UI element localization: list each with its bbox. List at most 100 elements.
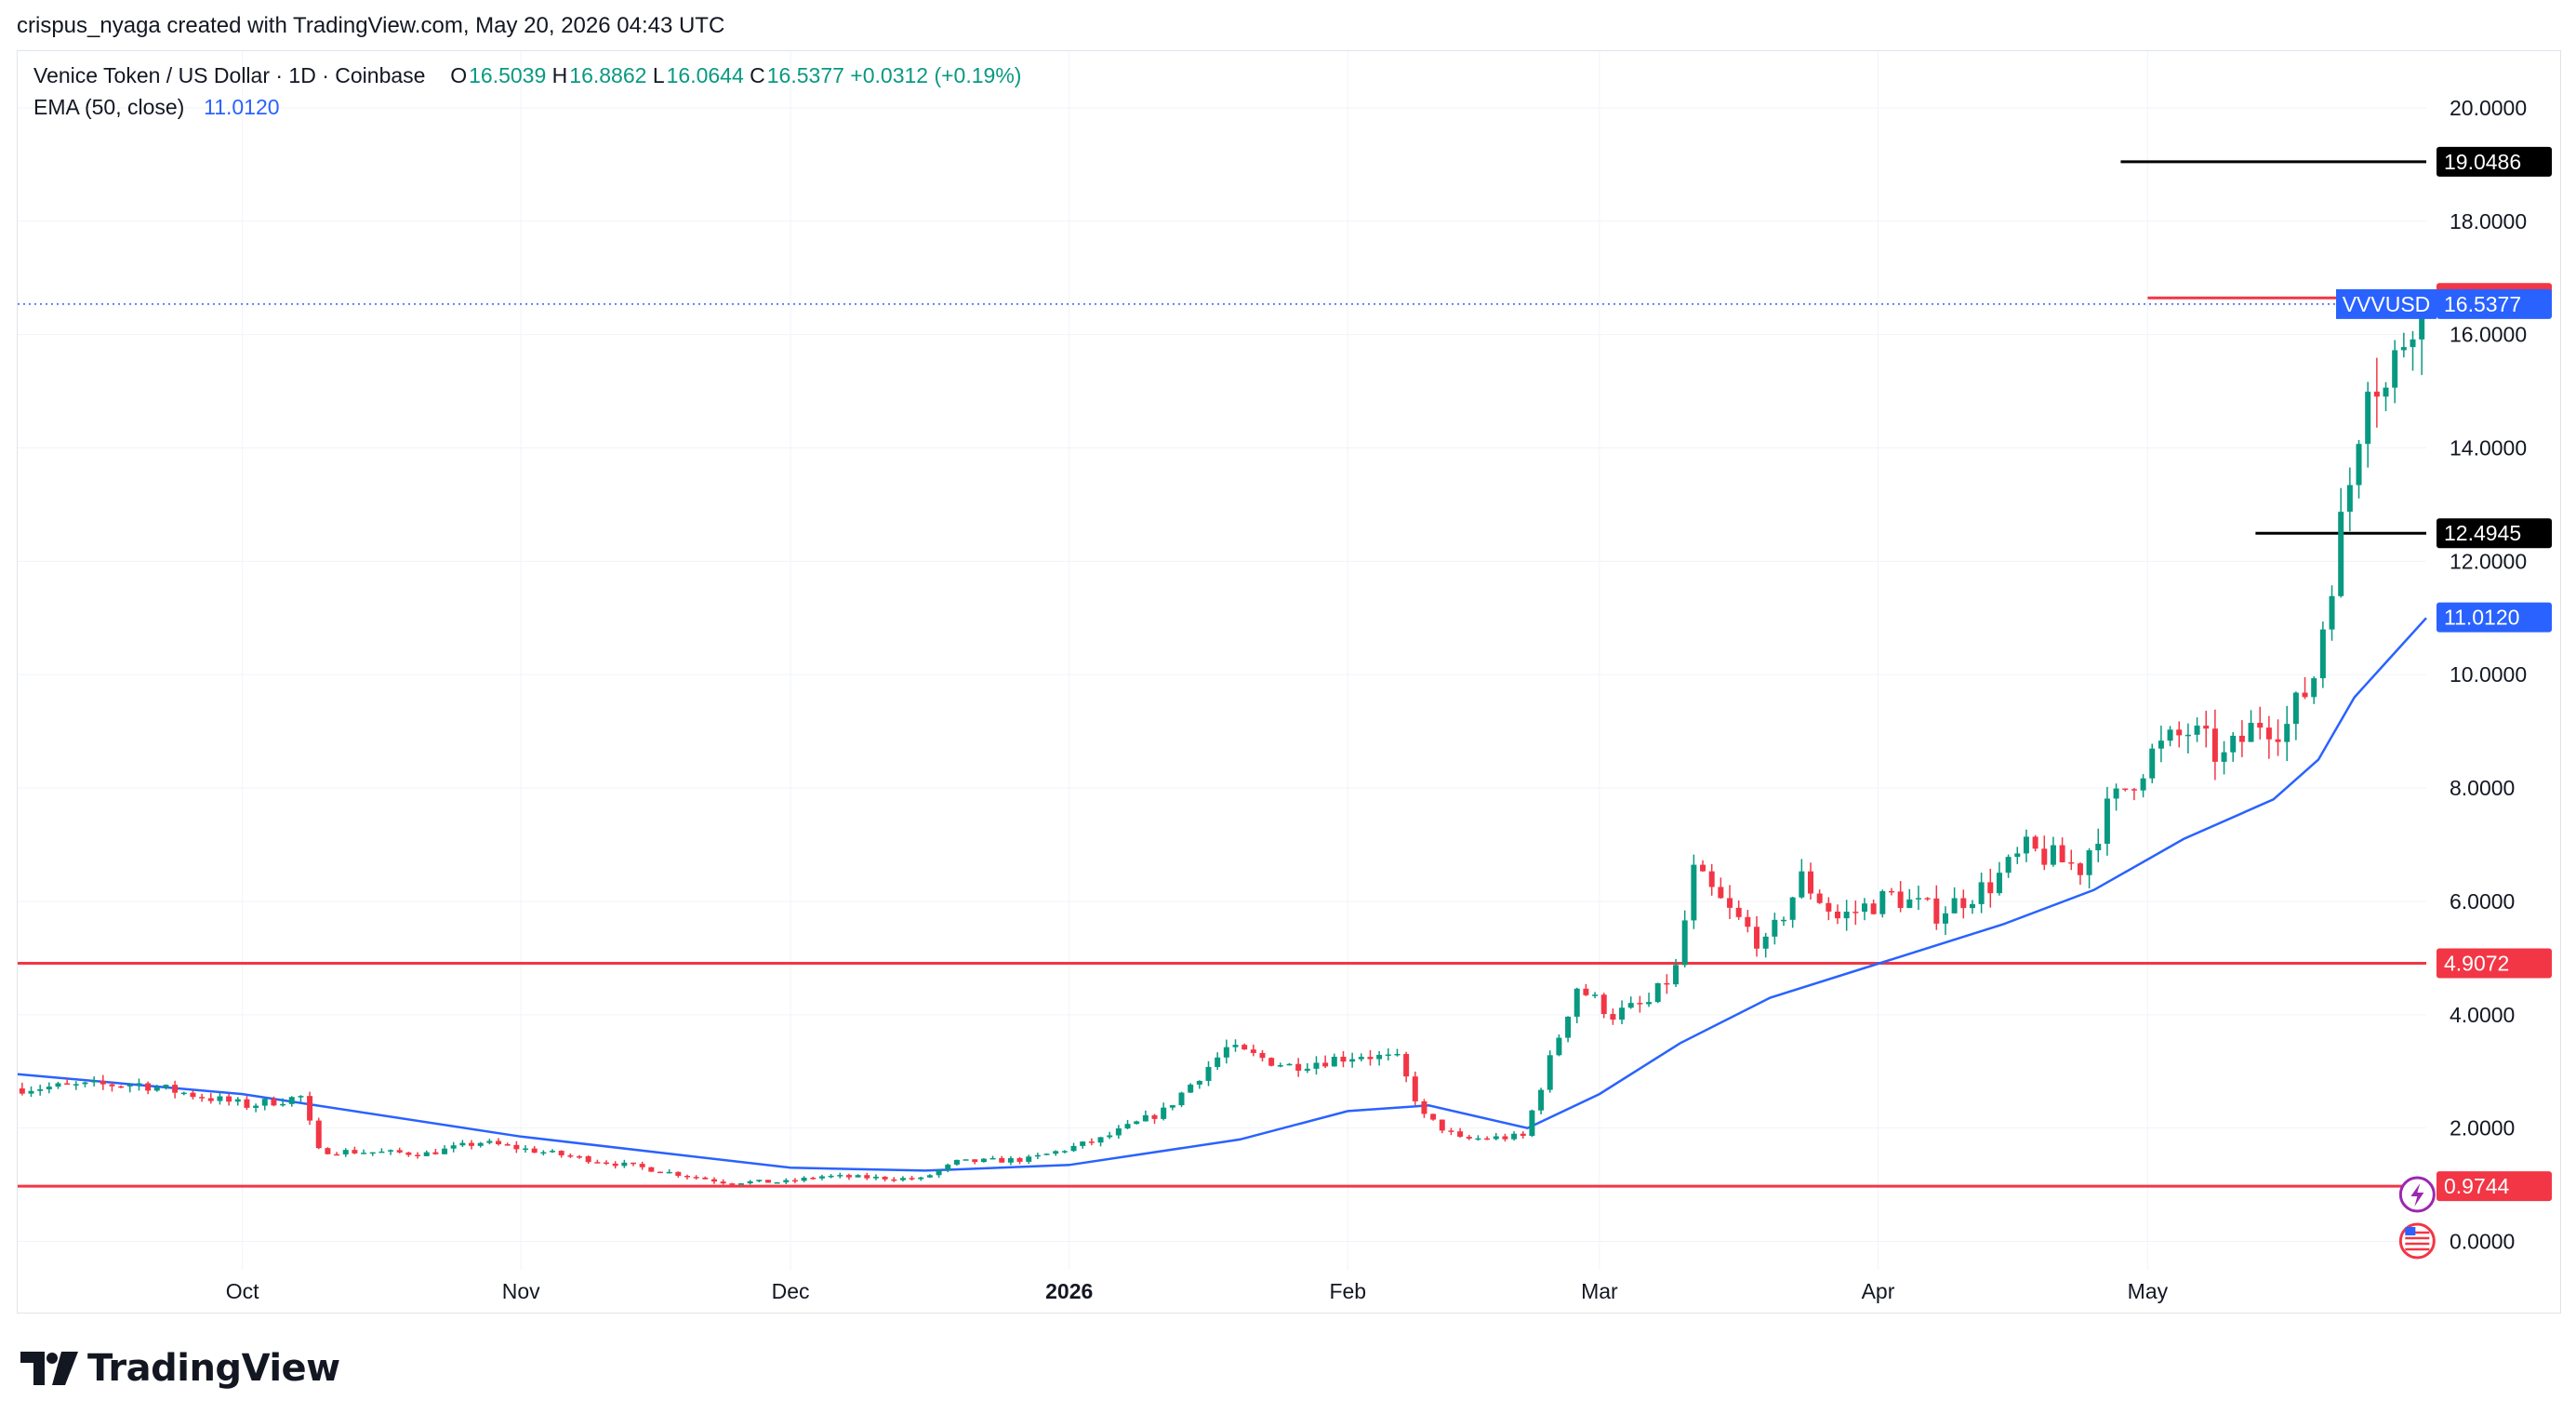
candle-body bbox=[207, 1098, 214, 1101]
candle-body bbox=[298, 1096, 304, 1098]
price-chart[interactable]: 20.0000 18.0000 16.0000 14.0000 12.0000 10.00… bbox=[18, 51, 2560, 1313]
candle-body bbox=[1313, 1062, 1320, 1069]
candle-body bbox=[2284, 724, 2291, 742]
candle-body bbox=[1412, 1076, 1418, 1101]
candle-body bbox=[73, 1084, 79, 1086]
candle-body bbox=[477, 1142, 484, 1146]
tradingview-brand[interactable]: TradingView bbox=[20, 1347, 340, 1390]
candle-body bbox=[756, 1180, 763, 1181]
x-tick-label: Nov bbox=[502, 1279, 540, 1303]
candle-body bbox=[28, 1090, 34, 1094]
candle-body bbox=[1718, 887, 1724, 899]
candle-body bbox=[1996, 873, 2002, 894]
candle-body bbox=[1188, 1084, 1194, 1093]
candle-body bbox=[648, 1167, 655, 1172]
candle-body bbox=[1870, 903, 1877, 914]
candle-body bbox=[1349, 1059, 1356, 1062]
candle-body bbox=[2131, 789, 2137, 791]
symbol-title[interactable]: Venice Token / US Dollar · 1D · Coinbase bbox=[33, 63, 426, 87]
tradingview-logo-icon bbox=[20, 1352, 78, 1385]
candle-body bbox=[540, 1152, 547, 1154]
candle-body bbox=[2211, 728, 2218, 762]
candle-body bbox=[1681, 920, 1688, 966]
candle-body bbox=[388, 1150, 394, 1152]
candle-body bbox=[2410, 339, 2416, 348]
y-tick-label: 14.0000 bbox=[2450, 436, 2527, 460]
y-tick-label: 10.0000 bbox=[2450, 662, 2527, 687]
candle-body bbox=[963, 1159, 969, 1161]
candle-body bbox=[91, 1080, 98, 1083]
candle-body bbox=[423, 1152, 430, 1156]
candle-body bbox=[342, 1150, 349, 1155]
candle-body bbox=[1358, 1057, 1364, 1060]
level-tag: 0.9744 bbox=[2444, 1174, 2510, 1198]
candle-body bbox=[325, 1148, 331, 1154]
y-tick-label: 0.0000 bbox=[2450, 1230, 2515, 1254]
candle-body bbox=[486, 1140, 493, 1143]
candle-body bbox=[1708, 871, 1715, 887]
candle-body bbox=[2023, 836, 2029, 854]
candle-body bbox=[1115, 1128, 1122, 1136]
candle-body bbox=[190, 1092, 196, 1098]
candle-body bbox=[2158, 740, 2164, 749]
candle-body bbox=[1888, 890, 1894, 893]
candle-body bbox=[2230, 735, 2237, 753]
candle-body bbox=[1879, 890, 1886, 914]
candle-body bbox=[1654, 982, 1661, 1003]
candle-body bbox=[774, 1181, 780, 1184]
candle-body bbox=[1026, 1156, 1032, 1162]
last-price-tag-bg bbox=[2437, 288, 2552, 319]
candle-body bbox=[1573, 988, 1580, 1017]
candle-body bbox=[1619, 1007, 1626, 1020]
candle-body bbox=[1915, 898, 1921, 900]
candle-body bbox=[710, 1179, 717, 1182]
candle-body bbox=[369, 1152, 376, 1154]
candle-body bbox=[675, 1171, 682, 1177]
y-tick-label: 8.0000 bbox=[2450, 776, 2515, 800]
candle-body bbox=[234, 1099, 241, 1102]
candle-body bbox=[1196, 1080, 1202, 1085]
candle-body bbox=[1043, 1154, 1050, 1155]
candle-body bbox=[1142, 1114, 1149, 1122]
high-value: 16.8862 bbox=[569, 63, 647, 87]
candle-body bbox=[1169, 1105, 1175, 1108]
candle-body bbox=[2265, 727, 2272, 740]
y-tick-label: 12.0000 bbox=[2450, 549, 2527, 573]
lightning-bolt-icon bbox=[2410, 1183, 2424, 1207]
candle-body bbox=[496, 1140, 502, 1145]
candle-body bbox=[1592, 994, 1599, 996]
candle-body bbox=[1816, 893, 1823, 903]
candle-body bbox=[1538, 1089, 1545, 1111]
candle-body bbox=[1511, 1133, 1518, 1140]
candle-body bbox=[1781, 919, 1787, 922]
candle-body bbox=[271, 1099, 277, 1106]
candle-body bbox=[1124, 1124, 1131, 1129]
candle-body bbox=[504, 1144, 511, 1146]
ema-tag-bg bbox=[2437, 602, 2552, 633]
candle-body bbox=[1897, 891, 1904, 909]
x-tick-label: Feb bbox=[1329, 1279, 1366, 1303]
candle-body bbox=[585, 1155, 591, 1163]
candle-body bbox=[1646, 1002, 1653, 1005]
candle-body bbox=[2238, 735, 2245, 742]
candle-body bbox=[2041, 848, 2048, 865]
candle-body bbox=[1385, 1054, 1391, 1057]
candle-body bbox=[523, 1148, 529, 1151]
candle-body bbox=[899, 1178, 906, 1180]
x-tick-label: Oct bbox=[226, 1279, 259, 1303]
candle-body bbox=[1754, 927, 1760, 949]
candle-body bbox=[1394, 1053, 1401, 1056]
range-marker-tag: 12.4945 bbox=[2444, 521, 2521, 545]
candle-body bbox=[253, 1105, 259, 1108]
candle-body bbox=[244, 1099, 250, 1108]
candle-body bbox=[1286, 1063, 1293, 1066]
level-tag-bg bbox=[2437, 948, 2552, 979]
candle-body bbox=[2356, 444, 2362, 486]
candle-body bbox=[1547, 1055, 1553, 1090]
candle-body bbox=[1457, 1131, 1464, 1137]
ema-label[interactable]: EMA (50, close) bbox=[33, 95, 185, 119]
candle-body bbox=[396, 1150, 403, 1153]
candle-body bbox=[1097, 1137, 1104, 1143]
candle-body bbox=[936, 1169, 942, 1176]
candle-body bbox=[828, 1175, 834, 1178]
